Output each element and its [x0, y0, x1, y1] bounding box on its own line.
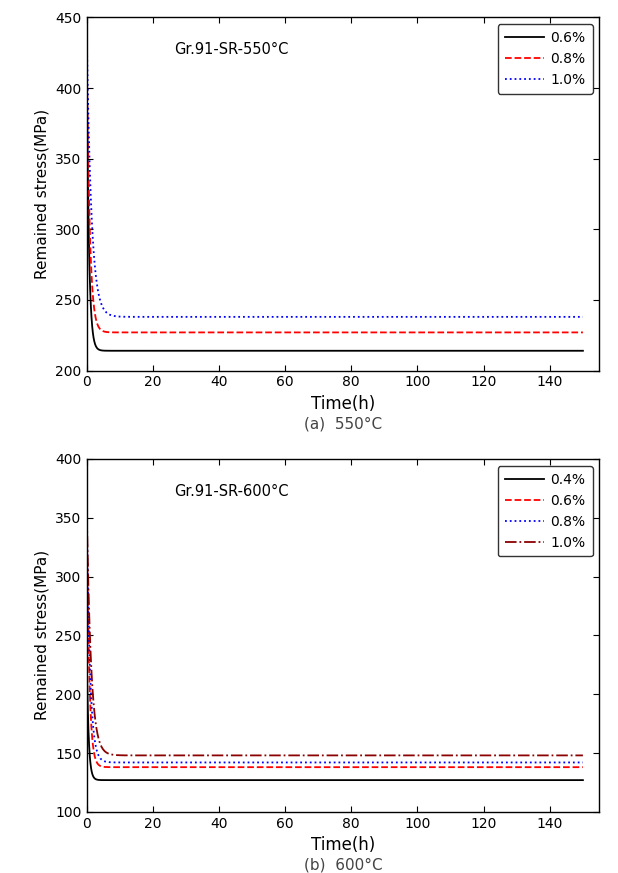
Legend: 0.6%, 0.8%, 1.0%: 0.6%, 0.8%, 1.0% — [497, 24, 593, 94]
1.0% — [83, 17, 90, 27]
1.0% — [96, 295, 104, 306]
0.6% — [579, 346, 586, 356]
1.0% — [579, 750, 586, 760]
0.6% — [83, 489, 90, 499]
Text: (b)  600°C: (b) 600°C — [303, 858, 383, 873]
0.6% — [366, 346, 373, 356]
0.6% — [385, 346, 392, 356]
Y-axis label: Remained stress(MPa): Remained stress(MPa) — [35, 109, 50, 279]
1.0% — [83, 492, 90, 503]
1.0% — [420, 750, 428, 760]
Text: Gr.91-SR-600°C: Gr.91-SR-600°C — [174, 484, 288, 498]
Line: 0.4%: 0.4% — [87, 637, 583, 780]
0.6% — [83, 540, 91, 551]
0.8% — [366, 327, 373, 338]
0.6% — [579, 762, 586, 773]
0.8% — [420, 327, 428, 338]
0.8% — [385, 327, 392, 338]
0.6% — [96, 760, 104, 771]
1.0% — [366, 750, 373, 760]
1.0% — [207, 312, 214, 322]
1.0% — [260, 312, 267, 322]
0.6% — [420, 346, 428, 356]
0.6% — [165, 346, 172, 356]
1.0% — [385, 750, 392, 760]
0.4% — [152, 775, 159, 786]
0.8% — [208, 757, 216, 767]
Legend: 0.4%, 0.6%, 0.8%, 1.0%: 0.4%, 0.6%, 0.8%, 1.0% — [497, 466, 593, 556]
1.0% — [83, 48, 91, 58]
0.8% — [196, 327, 203, 338]
0.8% — [83, 22, 90, 32]
0.6% — [83, 95, 91, 106]
0.8% — [207, 757, 214, 767]
0.4% — [208, 775, 216, 786]
0.8% — [385, 757, 392, 767]
0.6% — [83, 26, 90, 37]
0.4% — [83, 632, 90, 643]
1.0% — [385, 312, 392, 322]
Text: Gr.91-SR-550°C: Gr.91-SR-550°C — [174, 42, 288, 57]
0.8% — [579, 757, 586, 767]
Text: (a)  550°C: (a) 550°C — [304, 416, 382, 431]
0.8% — [83, 531, 91, 541]
0.4% — [366, 775, 373, 786]
X-axis label: Time(h): Time(h) — [311, 836, 375, 855]
0.8% — [366, 757, 373, 767]
0.6% — [96, 345, 104, 355]
Line: 0.8%: 0.8% — [87, 497, 583, 762]
0.8% — [83, 491, 90, 502]
1.0% — [579, 312, 586, 322]
0.6% — [385, 762, 392, 773]
0.4% — [96, 775, 104, 786]
0.8% — [208, 327, 216, 338]
X-axis label: Time(h): Time(h) — [311, 395, 375, 413]
Y-axis label: Remained stress(MPa): Remained stress(MPa) — [35, 550, 49, 720]
0.4% — [83, 669, 91, 679]
1.0% — [248, 750, 256, 760]
0.8% — [96, 324, 104, 334]
Line: 1.0%: 1.0% — [87, 22, 583, 317]
0.8% — [83, 72, 91, 82]
0.6% — [208, 762, 216, 773]
0.8% — [420, 757, 428, 767]
1.0% — [83, 522, 91, 533]
0.6% — [366, 762, 373, 773]
0.6% — [208, 346, 216, 356]
Line: 0.8%: 0.8% — [87, 27, 583, 333]
1.0% — [96, 739, 104, 749]
1.0% — [207, 750, 214, 760]
0.6% — [420, 762, 428, 773]
Line: 0.6%: 0.6% — [87, 494, 583, 767]
0.4% — [420, 775, 428, 786]
1.0% — [366, 312, 373, 322]
Line: 0.6%: 0.6% — [87, 31, 583, 351]
1.0% — [420, 312, 428, 322]
Line: 1.0%: 1.0% — [87, 498, 583, 755]
0.8% — [96, 753, 104, 764]
0.6% — [178, 762, 185, 773]
0.4% — [579, 775, 586, 786]
0.4% — [385, 775, 392, 786]
0.8% — [579, 327, 586, 338]
